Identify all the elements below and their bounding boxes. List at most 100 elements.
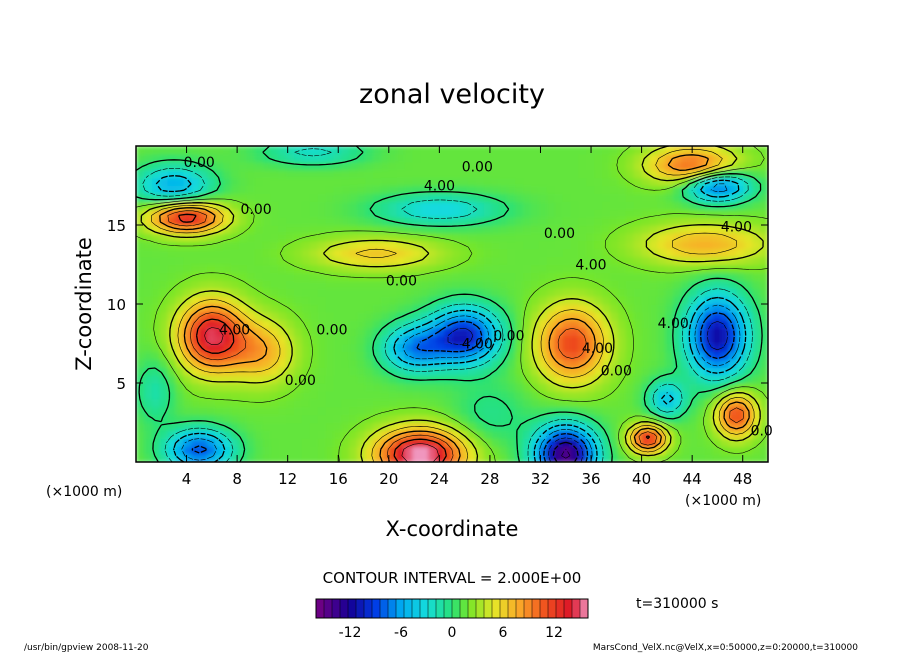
field-cell [586,161,595,171]
field-cell [562,296,572,305]
field-cell [720,438,730,447]
field-cell [475,343,485,352]
field-cell [270,454,279,462]
field-cell [278,359,287,368]
field-cell [515,185,524,194]
field-cell [491,367,500,376]
field-cell [657,240,666,250]
field-cell [523,446,532,455]
field-cell [183,414,192,424]
field-cell [136,217,145,226]
field-cell [625,430,635,439]
field-cell [760,209,768,218]
field-cell [538,201,548,210]
field-cell [246,438,256,447]
field-cell [365,169,374,179]
field-cell [309,169,319,179]
field-cell [215,390,224,400]
field-cell [728,161,737,171]
field-cell [175,280,184,289]
field-cell [215,335,224,345]
field-cell [396,375,406,384]
field-cell [499,185,508,194]
field-cell [246,185,256,194]
field-cell [428,161,437,171]
colorbar-swatch [556,599,565,618]
field-cell [689,288,698,297]
field-cell [641,454,651,462]
colorbar-swatch [404,599,413,618]
field-cell [617,272,627,281]
field-cell [136,414,145,424]
field-cell [657,343,666,352]
field-cell [404,311,414,321]
field-cell [689,422,698,431]
field-cell [578,335,587,345]
field-cell [238,343,248,352]
field-cell [301,169,311,179]
field-cell [507,280,516,289]
field-cell [712,375,722,384]
field-cell [325,390,335,400]
field-cell [760,296,768,305]
field-cell [286,414,295,424]
field-cell [657,248,666,258]
field-cell [151,367,161,376]
field-cell [341,248,350,258]
field-cell [554,351,564,360]
field-cell [230,327,240,337]
field-cell [396,319,406,329]
field-cell [712,343,722,352]
field-cell [333,446,342,455]
field-cell [207,280,216,289]
field-cell [317,169,327,179]
field-cell [728,280,737,289]
field-cell [286,406,295,416]
field-cell [365,161,374,171]
field-cell [191,185,200,194]
field-cell [230,406,240,416]
field-cell [191,367,200,376]
field-cell [452,217,461,226]
field-cell [657,272,666,281]
field-cell [562,335,572,345]
field-cell [207,422,216,431]
field-cell [333,232,342,242]
field-cell [357,217,366,226]
field-cell [365,343,374,352]
field-cell [373,304,382,313]
field-cell [436,248,445,258]
field-cell [641,193,651,202]
field-cell [657,390,666,400]
field-cell [317,438,327,447]
field-cell [594,359,603,368]
field-cell [704,146,714,155]
field-cell [467,161,477,171]
field-cell [207,398,216,408]
field-cell [499,304,508,313]
field-cell [317,446,327,455]
field-cell [594,209,603,218]
field-cell [396,446,406,455]
field-cell [444,248,453,258]
field-cell [712,169,722,179]
field-cell [752,327,761,337]
field-cell [325,343,335,352]
field-cell [507,185,516,194]
field-cell [428,225,437,234]
field-cell [736,201,745,210]
field-cell [507,454,516,462]
field-cell [230,430,240,439]
field-cell [689,296,698,305]
field-cell [610,375,619,384]
field-cell [744,240,753,250]
field-cell [262,375,271,384]
field-cell [475,146,485,155]
field-cell [191,169,200,179]
field-cell [562,248,572,258]
field-cell [570,398,579,408]
field-cell [665,272,674,281]
field-cell [594,280,603,289]
field-cell [270,264,279,273]
field-cell [199,422,208,431]
